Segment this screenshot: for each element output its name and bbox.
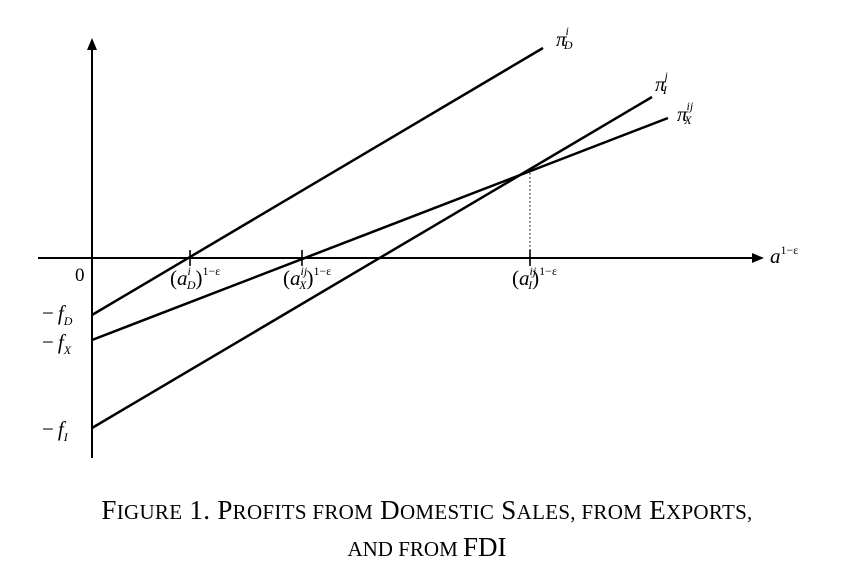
figure-caption-line-2: AND FROM FDI <box>0 532 854 563</box>
fdi-line-label: πj I <box>655 69 669 97</box>
export-line-label: πij X <box>677 99 694 127</box>
caption-segment: AND FROM <box>347 537 463 561</box>
caption-segment: D <box>373 495 400 525</box>
caption-segment: ALES, FROM <box>516 500 643 524</box>
domestic-profit-line <box>91 46 544 317</box>
caption-segment: XPORTS, <box>665 500 753 524</box>
caption-segment: F <box>101 495 117 525</box>
caption-segment: E <box>642 495 666 525</box>
tick-label-fdi: (aij I)1−ε <box>512 264 557 292</box>
export-profit-line <box>91 116 669 342</box>
caption-segment: P <box>217 495 233 525</box>
x-axis-label: a1−ε <box>770 243 798 268</box>
origin-label: 0 <box>75 265 85 286</box>
intercept-label-domestic: − fD <box>42 301 73 328</box>
caption-segment: ROFITS FROM <box>232 500 374 524</box>
figure-caption-line-1: FIGURE 1. PROFITS FROM DOMESTIC SALES, F… <box>0 495 854 526</box>
caption-segment: IGURE <box>116 500 183 524</box>
fdi-profit-line <box>91 95 653 430</box>
domestic-line-label: πi D <box>556 24 573 52</box>
intercept-label-export: − fX <box>42 330 72 357</box>
tick-label-domestic: (ai D)1−ε <box>170 264 220 292</box>
caption-segment: S <box>494 495 517 525</box>
intercept-label-fdi: − fI <box>42 417 69 444</box>
caption-segment: OMESTIC <box>399 500 495 524</box>
caption-segment: 1. <box>182 495 218 525</box>
tick-label-export: (aij X)1−ε <box>283 264 331 292</box>
caption-segment: FDI <box>463 532 507 562</box>
diagram-canvas: 0 a1−ε πi D πj I πij X (ai D)1−ε (aij X)1−ε (… <box>38 24 798 458</box>
